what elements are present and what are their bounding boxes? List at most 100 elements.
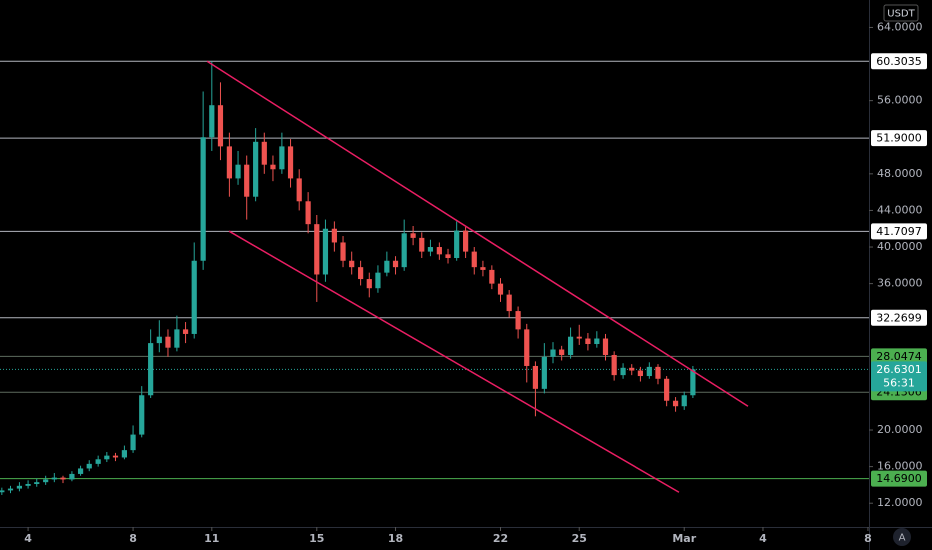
x-tick-label: Mar [672,532,696,545]
candle-body [576,336,582,339]
y-tick-label: 20.0000 [877,423,923,436]
candle-body [419,237,425,252]
candle-body [375,272,381,289]
candle-body [60,477,66,480]
candle-body [349,260,355,268]
candle-body [296,178,302,202]
candle-body [86,463,92,469]
candle-body [209,105,215,138]
candle-body [532,365,539,389]
candle-body [25,483,31,486]
auto-scale-button[interactable] [893,528,911,546]
candle-body [182,329,189,334]
level-label-box [871,309,927,326]
candle-body [690,369,696,396]
candle-body [279,146,285,170]
level-label: 32.2699 [876,311,922,324]
candle-body [567,336,574,355]
level-label-box [871,348,927,365]
x-tick-label: 22 [493,532,508,545]
x-tick-label: 25 [572,532,587,545]
candle-body [139,395,145,435]
candle-body [550,349,556,357]
candle-body [655,366,661,379]
y-tick-label: 48.0000 [877,167,923,180]
candle-body [358,267,364,280]
candle-body [270,164,276,170]
candle-body [629,367,635,371]
candle-body [7,488,14,491]
candle-body [559,349,565,355]
candle-body [384,260,390,273]
candle-body [253,141,259,197]
trendline [206,60,749,407]
candle-body [287,146,294,179]
y-tick-label: 12.0000 [877,496,923,509]
candle-body [436,247,442,255]
y-tick-label: 44.0000 [877,203,923,216]
x-tick-label: 4 [24,532,32,545]
candle-body [51,477,57,480]
candle-body [401,233,407,268]
countdown-label: 56:31 [883,376,915,389]
candle-body [148,343,154,396]
candle-body [392,260,399,268]
candle-body [497,283,504,295]
candle-body [602,338,609,355]
candle-body [524,329,530,366]
candle-body [366,279,372,289]
candle-body [226,146,232,179]
candle-body [104,455,110,460]
candle-body [217,105,224,147]
candle-body [515,311,521,330]
candle-body [471,251,477,268]
candle-body [43,479,49,483]
level-label: 41.7097 [876,225,922,238]
candle-body [410,233,416,238]
candle-body [541,356,547,389]
candle-body [637,370,643,377]
candle-body [340,242,346,261]
level-label: 60.3035 [876,55,922,68]
candle-body [611,354,617,376]
level-label: 28.0474 [876,350,922,363]
y-tick-label: 56.0000 [877,94,923,107]
candle-body [112,455,119,458]
candle-body [489,269,495,284]
x-tick-label: 18 [388,532,403,545]
candle-body [620,367,626,376]
candle-body [0,490,5,493]
auto-scale-label[interactable]: A [899,533,906,544]
candle-body [121,450,128,458]
candle-body [156,336,162,344]
y-tick-label: 64.0000 [877,20,923,33]
y-tick-label: 36.0000 [877,277,923,290]
x-tick-label: 8 [129,532,137,545]
level-label-box [871,53,927,70]
levels-layer [0,60,869,480]
candle-body [445,254,451,259]
candle-body [314,224,320,275]
level-label-box [871,130,927,147]
currency-box [883,4,919,22]
candle-body [594,338,600,345]
candle-body [200,137,206,261]
candle-body [681,395,687,407]
currency-label: USDT [887,9,915,20]
candle-body [427,247,434,252]
level-label-box [871,470,927,487]
candle-body [585,338,591,345]
candle-body [305,201,311,225]
candle-body [261,141,267,165]
candle-body [191,260,197,334]
candle-body [174,329,180,348]
axis-layer: 64.0000 56.0000 48.0000 44.0000 40.0000 36.00… [24,20,927,545]
x-tick-label: 8 [864,532,872,545]
candle-body [165,336,171,348]
candle-body [95,459,101,464]
last-price-label: 26.6301 [876,363,922,376]
candle-body [130,434,136,451]
x-tick-label: 15 [309,532,324,545]
